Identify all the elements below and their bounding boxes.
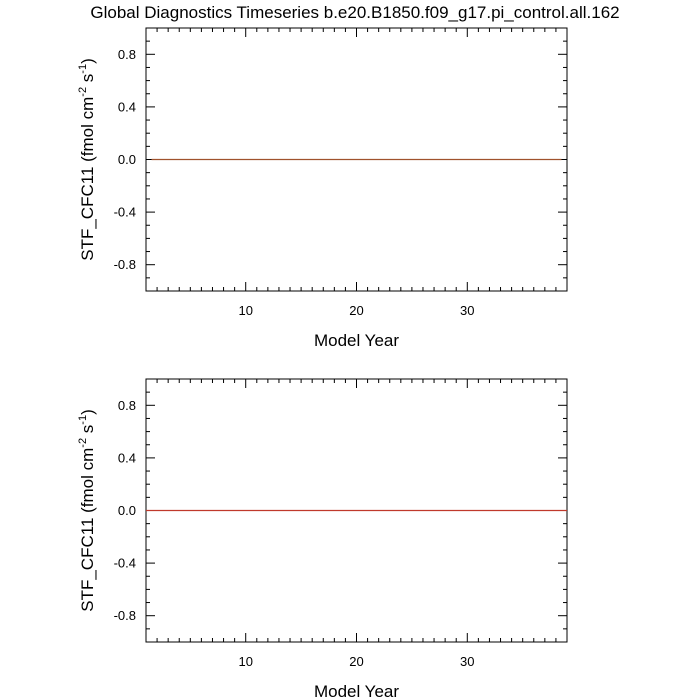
chart-1-y-tick-label: -0.8 bbox=[114, 257, 136, 272]
chart-1-y-tick-label: -0.4 bbox=[114, 205, 136, 220]
chart-2-y-tick-label: 0.8 bbox=[118, 398, 136, 413]
chart-2-y-tick-label: -0.8 bbox=[114, 608, 136, 623]
chart-1-y-minor-ticks bbox=[146, 27, 567, 292]
chart-2-x-tick-label: 30 bbox=[460, 654, 474, 669]
chart-1-x-tick-label: 30 bbox=[460, 303, 474, 318]
chart-1-y-tick-label: 0.8 bbox=[118, 47, 136, 62]
chart-1-x-tick-label: 10 bbox=[238, 303, 252, 318]
chart-1-y-axis-title: STF_CFC11 (fmol cm-2 s-1) bbox=[77, 58, 97, 261]
chart-2-x-minor-ticks bbox=[145, 379, 568, 642]
chart-2-y-minor-ticks bbox=[146, 378, 567, 643]
chart-2: 10 20 30 -0.8 -0.4 0.0 0.4 0.8 Model Year STF_CFC… bbox=[77, 378, 568, 700]
chart-2-x-tick-label: 10 bbox=[238, 654, 252, 669]
chart-1-x-minor-ticks bbox=[145, 28, 568, 291]
chart-panels: 10 20 30 -0.8 -0.4 0.0 0.4 0.8 Model Year STF_CFC… bbox=[77, 27, 568, 700]
chart-1-x-tick-label: 20 bbox=[349, 303, 363, 318]
chart-2-y-tick-label: 0.0 bbox=[118, 503, 136, 518]
chart-1-x-axis-title: Model Year bbox=[314, 331, 399, 350]
figure-title: Global Diagnostics Timeseries b.e20.B185… bbox=[90, 3, 619, 22]
chart-2-x-tick-label: 20 bbox=[349, 654, 363, 669]
chart-1: 10 20 30 -0.8 -0.4 0.0 0.4 0.8 Model Year STF_CFC… bbox=[77, 27, 568, 350]
chart-2-x-axis-title: Model Year bbox=[314, 682, 399, 700]
chart-1-y-tick-label: 0.0 bbox=[118, 152, 136, 167]
chart-1-y-tick-label: 0.4 bbox=[118, 99, 136, 114]
chart-2-y-tick-label: -0.4 bbox=[114, 556, 136, 571]
chart-2-y-tick-label: 0.4 bbox=[118, 450, 136, 465]
chart-2-y-axis-title: STF_CFC11 (fmol cm-2 s-1) bbox=[77, 409, 97, 612]
